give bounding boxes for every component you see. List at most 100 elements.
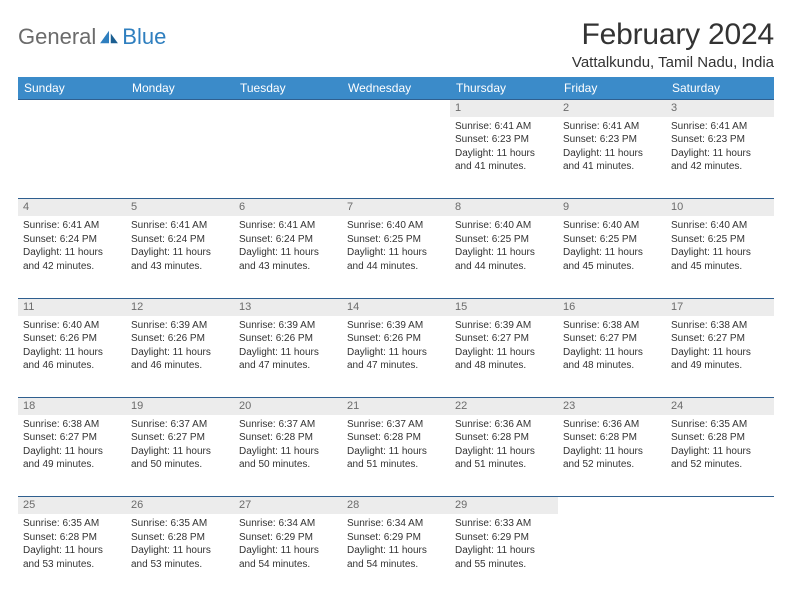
calendar-cell-daynum: [558, 497, 666, 514]
day-info: Sunrise: 6:40 AMSunset: 6:25 PMDaylight:…: [450, 216, 558, 277]
daylight-line: Daylight: 11 hours and 42 minutes.: [671, 147, 769, 174]
sunset-line: Sunset: 6:28 PM: [563, 431, 661, 445]
sunrise-line: Sunrise: 6:39 AM: [455, 319, 553, 333]
calendar-cell-content: Sunrise: 6:39 AMSunset: 6:26 PMDaylight:…: [126, 316, 234, 398]
sunrise-line: Sunrise: 6:41 AM: [563, 120, 661, 134]
sunset-line: Sunset: 6:26 PM: [131, 332, 229, 346]
header: General Blue February 2024 Vattalkundu, …: [18, 18, 774, 71]
calendar-week-content: Sunrise: 6:40 AMSunset: 6:26 PMDaylight:…: [18, 316, 774, 398]
daylight-line: Daylight: 11 hours and 51 minutes.: [455, 445, 553, 472]
sunset-line: Sunset: 6:26 PM: [23, 332, 121, 346]
sunset-line: Sunset: 6:23 PM: [671, 133, 769, 147]
day-number: 3: [666, 100, 774, 117]
calendar-cell-content: Sunrise: 6:41 AMSunset: 6:24 PMDaylight:…: [126, 216, 234, 298]
day-number: 21: [342, 398, 450, 415]
calendar-cell-content: Sunrise: 6:36 AMSunset: 6:28 PMDaylight:…: [450, 415, 558, 497]
calendar-cell-daynum: 28: [342, 497, 450, 514]
day-info: Sunrise: 6:34 AMSunset: 6:29 PMDaylight:…: [342, 514, 450, 575]
calendar-cell-daynum: 18: [18, 398, 126, 415]
day-info: Sunrise: 6:38 AMSunset: 6:27 PMDaylight:…: [558, 316, 666, 377]
day-header: Saturday: [666, 77, 774, 100]
day-info: Sunrise: 6:41 AMSunset: 6:24 PMDaylight:…: [126, 216, 234, 277]
daylight-line: Daylight: 11 hours and 46 minutes.: [131, 346, 229, 373]
calendar-cell-content: Sunrise: 6:39 AMSunset: 6:27 PMDaylight:…: [450, 316, 558, 398]
calendar-cell-content: Sunrise: 6:40 AMSunset: 6:25 PMDaylight:…: [558, 216, 666, 298]
calendar-cell-content: Sunrise: 6:40 AMSunset: 6:25 PMDaylight:…: [342, 216, 450, 298]
daylight-line: Daylight: 11 hours and 45 minutes.: [671, 246, 769, 273]
sunrise-line: Sunrise: 6:37 AM: [131, 418, 229, 432]
calendar-cell-content: Sunrise: 6:41 AMSunset: 6:23 PMDaylight:…: [450, 117, 558, 199]
day-number: 12: [126, 299, 234, 316]
day-info: Sunrise: 6:36 AMSunset: 6:28 PMDaylight:…: [558, 415, 666, 476]
day-info: Sunrise: 6:33 AMSunset: 6:29 PMDaylight:…: [450, 514, 558, 575]
daylight-line: Daylight: 11 hours and 48 minutes.: [455, 346, 553, 373]
sunrise-line: Sunrise: 6:35 AM: [131, 517, 229, 531]
sunrise-line: Sunrise: 6:35 AM: [23, 517, 121, 531]
day-info: Sunrise: 6:35 AMSunset: 6:28 PMDaylight:…: [666, 415, 774, 476]
day-number: 5: [126, 199, 234, 216]
day-number: 18: [18, 398, 126, 415]
sunset-line: Sunset: 6:29 PM: [455, 531, 553, 545]
title-block: February 2024 Vattalkundu, Tamil Nadu, I…: [572, 18, 774, 71]
calendar-cell-content: Sunrise: 6:35 AMSunset: 6:28 PMDaylight:…: [18, 514, 126, 596]
daylight-line: Daylight: 11 hours and 52 minutes.: [563, 445, 661, 472]
day-number: 15: [450, 299, 558, 316]
day-info: Sunrise: 6:39 AMSunset: 6:26 PMDaylight:…: [126, 316, 234, 377]
day-info: Sunrise: 6:40 AMSunset: 6:25 PMDaylight:…: [342, 216, 450, 277]
day-info: Sunrise: 6:37 AMSunset: 6:28 PMDaylight:…: [234, 415, 342, 476]
logo-text-2: Blue: [122, 24, 166, 50]
calendar-cell-content: [234, 117, 342, 199]
day-info: Sunrise: 6:41 AMSunset: 6:24 PMDaylight:…: [18, 216, 126, 277]
day-info: Sunrise: 6:35 AMSunset: 6:28 PMDaylight:…: [18, 514, 126, 575]
sunset-line: Sunset: 6:25 PM: [455, 233, 553, 247]
location-subtitle: Vattalkundu, Tamil Nadu, India: [572, 54, 774, 71]
sunrise-line: Sunrise: 6:34 AM: [239, 517, 337, 531]
calendar-cell-daynum: 19: [126, 398, 234, 415]
calendar-cell-daynum: 2: [558, 100, 666, 117]
calendar-week-content: Sunrise: 6:41 AMSunset: 6:24 PMDaylight:…: [18, 216, 774, 298]
sunset-line: Sunset: 6:29 PM: [347, 531, 445, 545]
calendar-cell-daynum: 4: [18, 199, 126, 216]
sunset-line: Sunset: 6:25 PM: [563, 233, 661, 247]
day-info: Sunrise: 6:41 AMSunset: 6:24 PMDaylight:…: [234, 216, 342, 277]
calendar-cell-content: Sunrise: 6:34 AMSunset: 6:29 PMDaylight:…: [342, 514, 450, 596]
daylight-line: Daylight: 11 hours and 50 minutes.: [239, 445, 337, 472]
sunrise-line: Sunrise: 6:40 AM: [671, 219, 769, 233]
daylight-line: Daylight: 11 hours and 50 minutes.: [131, 445, 229, 472]
sunrise-line: Sunrise: 6:41 AM: [239, 219, 337, 233]
sunrise-line: Sunrise: 6:40 AM: [23, 319, 121, 333]
daylight-line: Daylight: 11 hours and 43 minutes.: [239, 246, 337, 273]
calendar-cell-content: Sunrise: 6:35 AMSunset: 6:28 PMDaylight:…: [126, 514, 234, 596]
day-number: 19: [126, 398, 234, 415]
day-info: Sunrise: 6:38 AMSunset: 6:27 PMDaylight:…: [666, 316, 774, 377]
sunrise-line: Sunrise: 6:38 AM: [563, 319, 661, 333]
logo-text-1: General: [18, 24, 96, 50]
calendar-cell-daynum: [342, 100, 450, 117]
calendar-cell-daynum: 14: [342, 298, 450, 315]
daylight-line: Daylight: 11 hours and 53 minutes.: [131, 544, 229, 571]
sunset-line: Sunset: 6:23 PM: [455, 133, 553, 147]
calendar-table: Sunday Monday Tuesday Wednesday Thursday…: [18, 77, 774, 596]
sunset-line: Sunset: 6:24 PM: [239, 233, 337, 247]
daylight-line: Daylight: 11 hours and 41 minutes.: [563, 147, 661, 174]
calendar-cell-content: Sunrise: 6:39 AMSunset: 6:26 PMDaylight:…: [234, 316, 342, 398]
calendar-cell-content: [126, 117, 234, 199]
calendar-cell-daynum: 11: [18, 298, 126, 315]
sunset-line: Sunset: 6:26 PM: [347, 332, 445, 346]
day-header: Thursday: [450, 77, 558, 100]
day-number: 16: [558, 299, 666, 316]
day-number: 1: [450, 100, 558, 117]
day-number: 24: [666, 398, 774, 415]
sunrise-line: Sunrise: 6:40 AM: [455, 219, 553, 233]
calendar-cell-daynum: 15: [450, 298, 558, 315]
sunset-line: Sunset: 6:28 PM: [671, 431, 769, 445]
day-info: Sunrise: 6:38 AMSunset: 6:27 PMDaylight:…: [18, 415, 126, 476]
sunset-line: Sunset: 6:27 PM: [671, 332, 769, 346]
day-number: 23: [558, 398, 666, 415]
day-info: Sunrise: 6:36 AMSunset: 6:28 PMDaylight:…: [450, 415, 558, 476]
sunrise-line: Sunrise: 6:37 AM: [347, 418, 445, 432]
day-info: Sunrise: 6:37 AMSunset: 6:27 PMDaylight:…: [126, 415, 234, 476]
sunrise-line: Sunrise: 6:39 AM: [239, 319, 337, 333]
sunrise-line: Sunrise: 6:33 AM: [455, 517, 553, 531]
month-title: February 2024: [572, 18, 774, 52]
